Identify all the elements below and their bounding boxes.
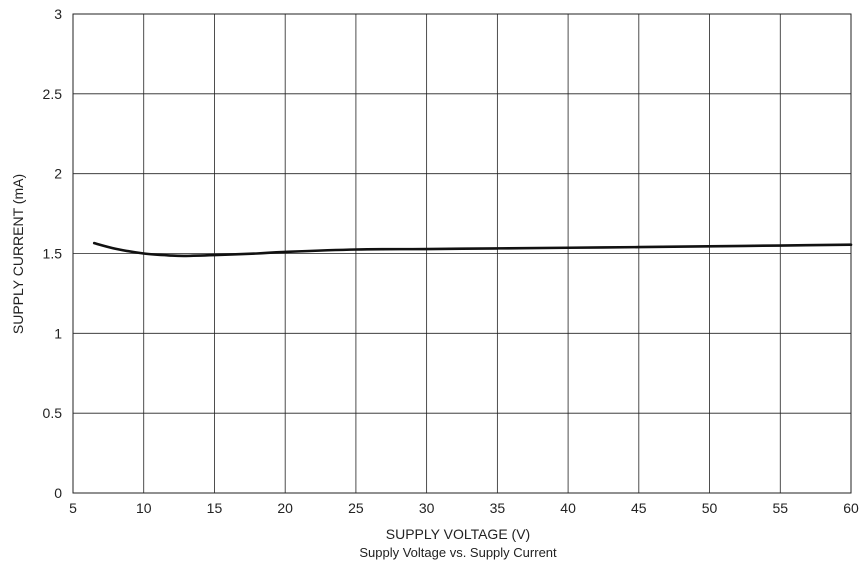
x-tick-label: 60 <box>843 500 859 516</box>
y-tick-label: 1.5 <box>43 246 63 262</box>
series-line-0 <box>92 241 853 258</box>
y-tick-label: 0 <box>54 485 62 501</box>
x-tick-label: 25 <box>348 500 364 516</box>
x-tick-label: 35 <box>490 500 506 516</box>
y-tick-label: 2.5 <box>43 86 63 102</box>
x-tick-label: 55 <box>772 500 788 516</box>
x-tick-label: 20 <box>277 500 293 516</box>
x-tick-label: 30 <box>419 500 435 516</box>
x-tick-labels: 5 10 15 20 25 30 35 40 45 50 55 60 <box>69 500 859 516</box>
y-axis-label: SUPPLY CURRENT (mA) <box>10 174 26 334</box>
y-tick-labels: 0 0.5 1 1.5 2 2.5 3 <box>43 6 63 501</box>
x-tick-label: 45 <box>631 500 647 516</box>
x-tick-label: 40 <box>560 500 576 516</box>
y-tick-label: 1 <box>54 325 62 341</box>
x-tick-label: 5 <box>69 500 77 516</box>
x-tick-label: 50 <box>702 500 718 516</box>
chart-series <box>92 241 853 258</box>
x-tick-label: 10 <box>136 500 152 516</box>
chart-grid <box>72 13 852 494</box>
x-tick-label: 15 <box>207 500 223 516</box>
x-axis-label: SUPPLY VOLTAGE (V) <box>386 526 530 542</box>
y-tick-label: 3 <box>54 6 62 22</box>
y-tick-label: 2 <box>54 166 62 182</box>
y-tick-label: 0.5 <box>43 405 63 421</box>
chart-caption: Supply Voltage vs. Supply Current <box>359 545 557 560</box>
